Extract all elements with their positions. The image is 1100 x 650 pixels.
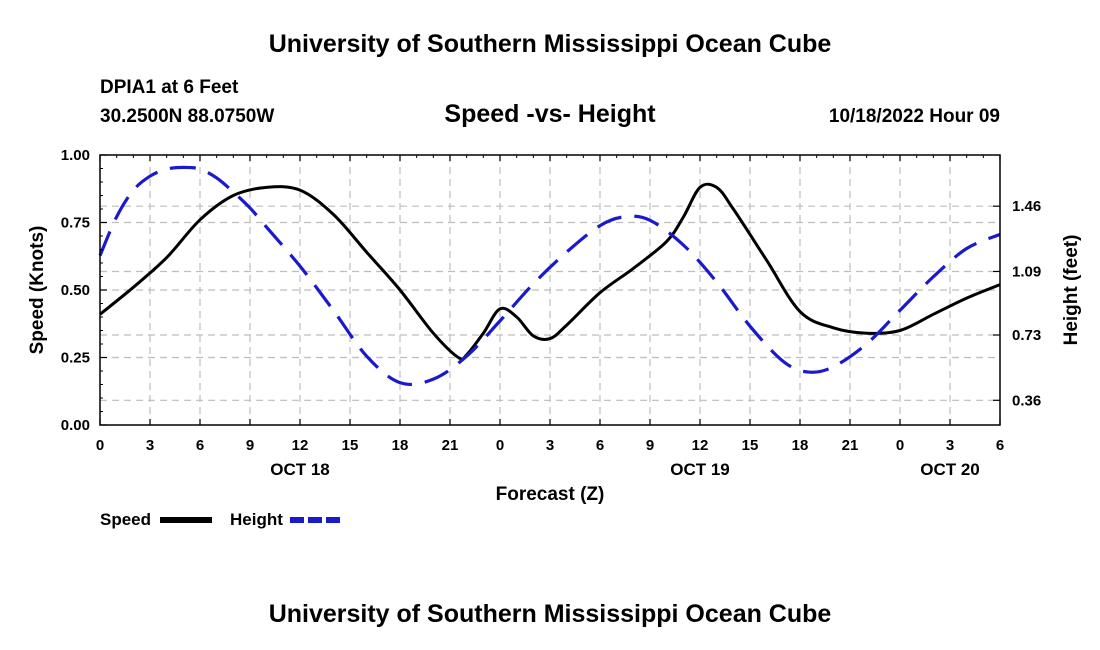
x-tick-label: 6 <box>596 437 604 454</box>
y-tick-label: 1.00 <box>61 147 90 164</box>
x-tick-label: 15 <box>742 437 759 454</box>
x-tick-label: 0 <box>96 437 104 454</box>
x-tick-label: 6 <box>996 437 1004 454</box>
x-tick-label: 21 <box>442 437 459 454</box>
date-label: OCT 19 <box>670 460 730 479</box>
x-tick-label: 3 <box>546 437 554 454</box>
y2-tick-label: 0.73 <box>1012 327 1041 344</box>
x-tick-label: 12 <box>692 437 709 454</box>
x-tick-label: 18 <box>392 437 409 454</box>
date-label: OCT 20 <box>920 460 980 479</box>
footer-title: University of Southern Mississippi Ocean… <box>268 600 832 628</box>
date-label: OCT 18 <box>270 460 330 479</box>
x-tick-label: 15 <box>342 437 359 454</box>
series-line-speed <box>99 182 1001 361</box>
series-line-height <box>98 165 1001 386</box>
x-tick-label: 12 <box>292 437 309 454</box>
series-layer <box>98 165 1001 386</box>
y2-tick-label: 0.36 <box>1012 392 1041 409</box>
x-tick-label: 18 <box>792 437 809 454</box>
x-axis-label: Forecast (Z) <box>496 484 605 505</box>
y-tick-label: 0.25 <box>61 350 90 367</box>
legend: Speed Height <box>100 510 343 529</box>
x-tick-label: 21 <box>842 437 859 454</box>
legend-speed-label: Speed <box>100 510 151 529</box>
y2-axis-label: Height (feet) <box>1061 235 1082 346</box>
y2-tick-label: 1.09 <box>1012 263 1041 280</box>
x-tick-label: 3 <box>946 437 954 454</box>
main-title: University of Southern Mississippi Ocean… <box>268 30 832 58</box>
legend-height-label: Height <box>230 510 283 529</box>
axes: 0 3 6 9 12 15 18 21 0 3 6 9 12 15 18 21 0 3 6 0.00 0.25 0.50 0… <box>61 147 1041 479</box>
x-tick-label: 9 <box>646 437 654 454</box>
y2-tick-label: 1.46 <box>1012 198 1041 215</box>
coordinates-label: 30.2500N 88.0750W <box>100 106 275 127</box>
x-tick-label: 6 <box>196 437 204 454</box>
y-tick-label: 0.75 <box>61 215 90 232</box>
y-tick-label: 0.00 <box>61 417 90 434</box>
forecast-timestamp: 10/18/2022 Hour 09 <box>828 106 1000 127</box>
x-tick-label: 0 <box>496 437 504 454</box>
chart-subtitle: Speed -vs- Height <box>444 100 656 128</box>
x-tick-label: 3 <box>146 437 154 454</box>
x-tick-label: 9 <box>246 437 254 454</box>
y-tick-label: 0.50 <box>61 282 90 299</box>
x-tick-label: 0 <box>896 437 904 454</box>
y-axis-label: Speed (Knots) <box>27 226 48 355</box>
station-label: DPIA1 at 6 Feet <box>100 77 239 98</box>
